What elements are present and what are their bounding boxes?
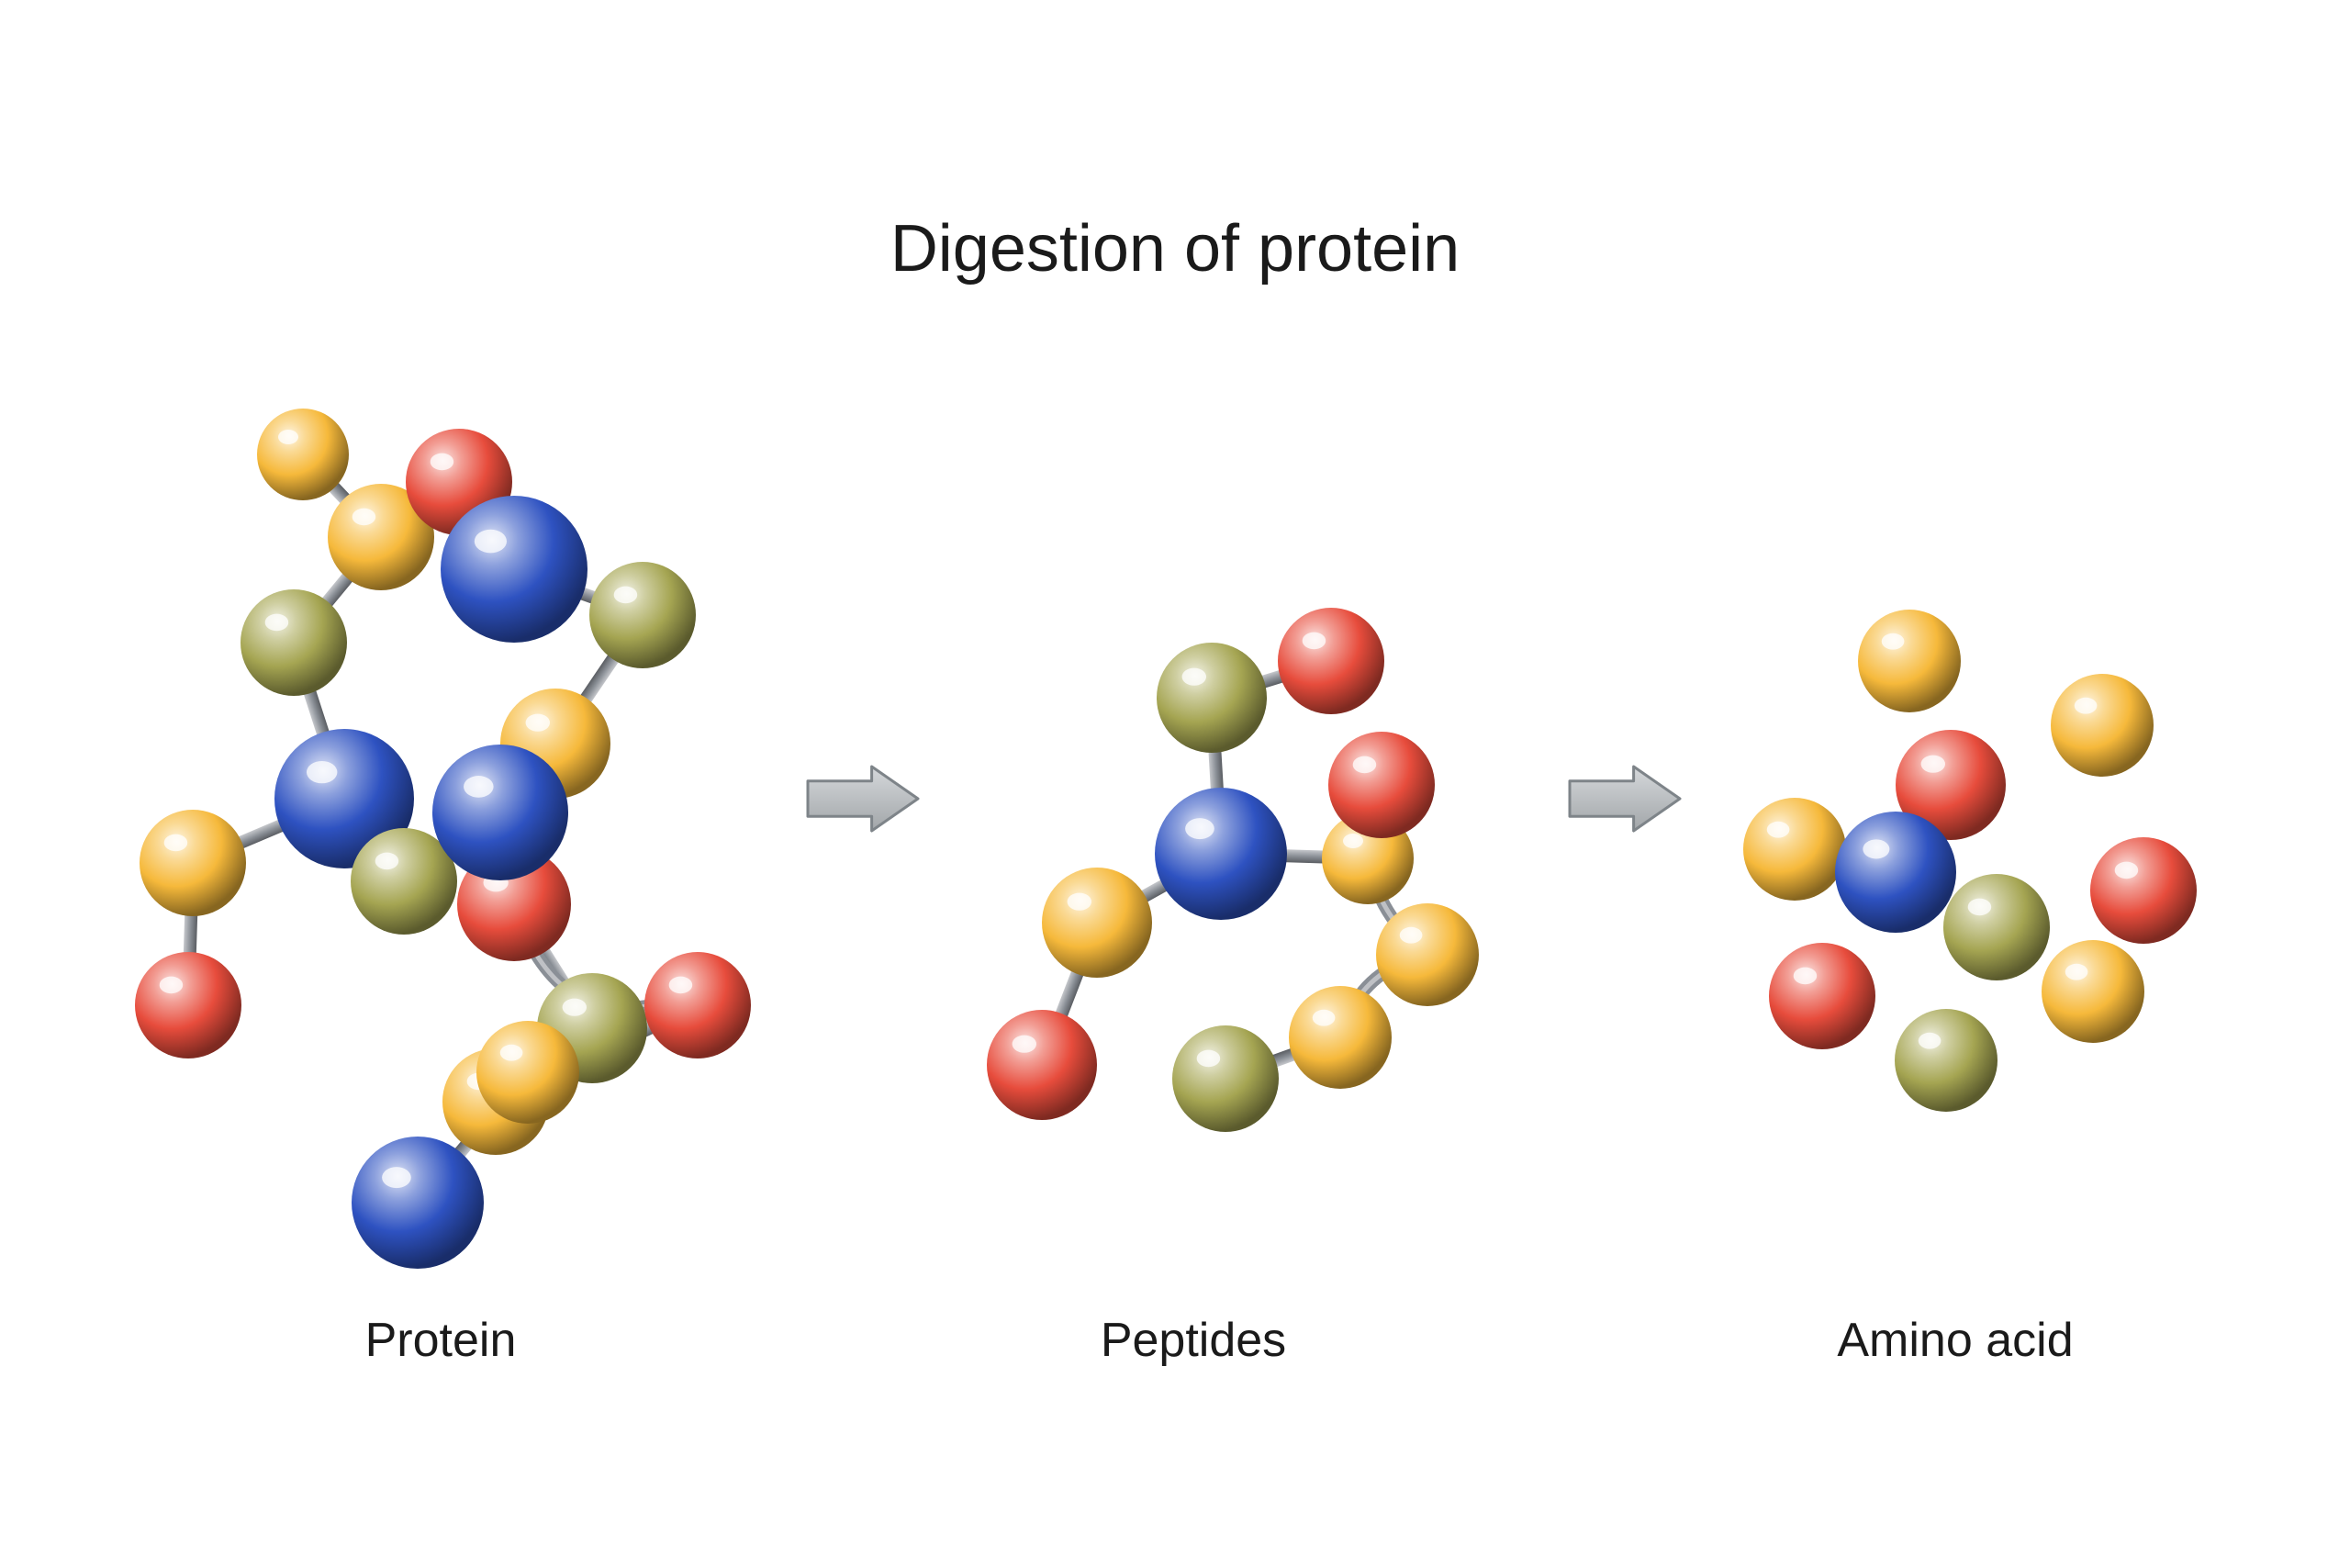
sphere-blue: [432, 745, 568, 880]
sphere-yellow: [2051, 674, 2154, 777]
sphere-yellow: [257, 409, 349, 500]
sphere-red: [2090, 837, 2197, 944]
sphere-red: [1328, 732, 1435, 838]
arrow-icon: [808, 767, 918, 831]
sphere-yellow: [1743, 798, 1846, 901]
sphere-red: [644, 952, 751, 1058]
sphere-yellow: [140, 810, 246, 916]
diagram-stage: Digestion of protein Protein Peptides Am…: [0, 0, 2350, 1568]
sphere-blue: [352, 1137, 484, 1269]
sphere-blue: [441, 496, 588, 643]
sphere-blue: [1835, 812, 1956, 933]
sphere-red: [987, 1010, 1097, 1120]
sphere-olive: [1157, 643, 1267, 753]
sphere-olive: [1172, 1025, 1279, 1132]
sphere-olive: [1895, 1009, 1998, 1112]
sphere-yellow: [1042, 868, 1152, 978]
sphere-yellow: [476, 1021, 579, 1124]
sphere-olive: [241, 589, 347, 696]
label-amino-acid: Amino acid: [1680, 1313, 2231, 1368]
sphere-yellow: [1376, 903, 1479, 1006]
sphere-olive: [589, 562, 696, 668]
arrow-icon: [1570, 767, 1680, 831]
label-peptides: Peptides: [918, 1313, 1469, 1368]
sphere-yellow: [2042, 940, 2144, 1043]
sphere-red: [135, 952, 241, 1058]
sphere-yellow: [1858, 610, 1961, 712]
sphere-olive: [1943, 874, 2050, 980]
sphere-blue: [1155, 788, 1287, 920]
sphere-red: [1278, 608, 1384, 714]
sphere-red: [1769, 943, 1875, 1049]
label-protein: Protein: [165, 1313, 716, 1368]
sphere-yellow: [1289, 986, 1392, 1089]
